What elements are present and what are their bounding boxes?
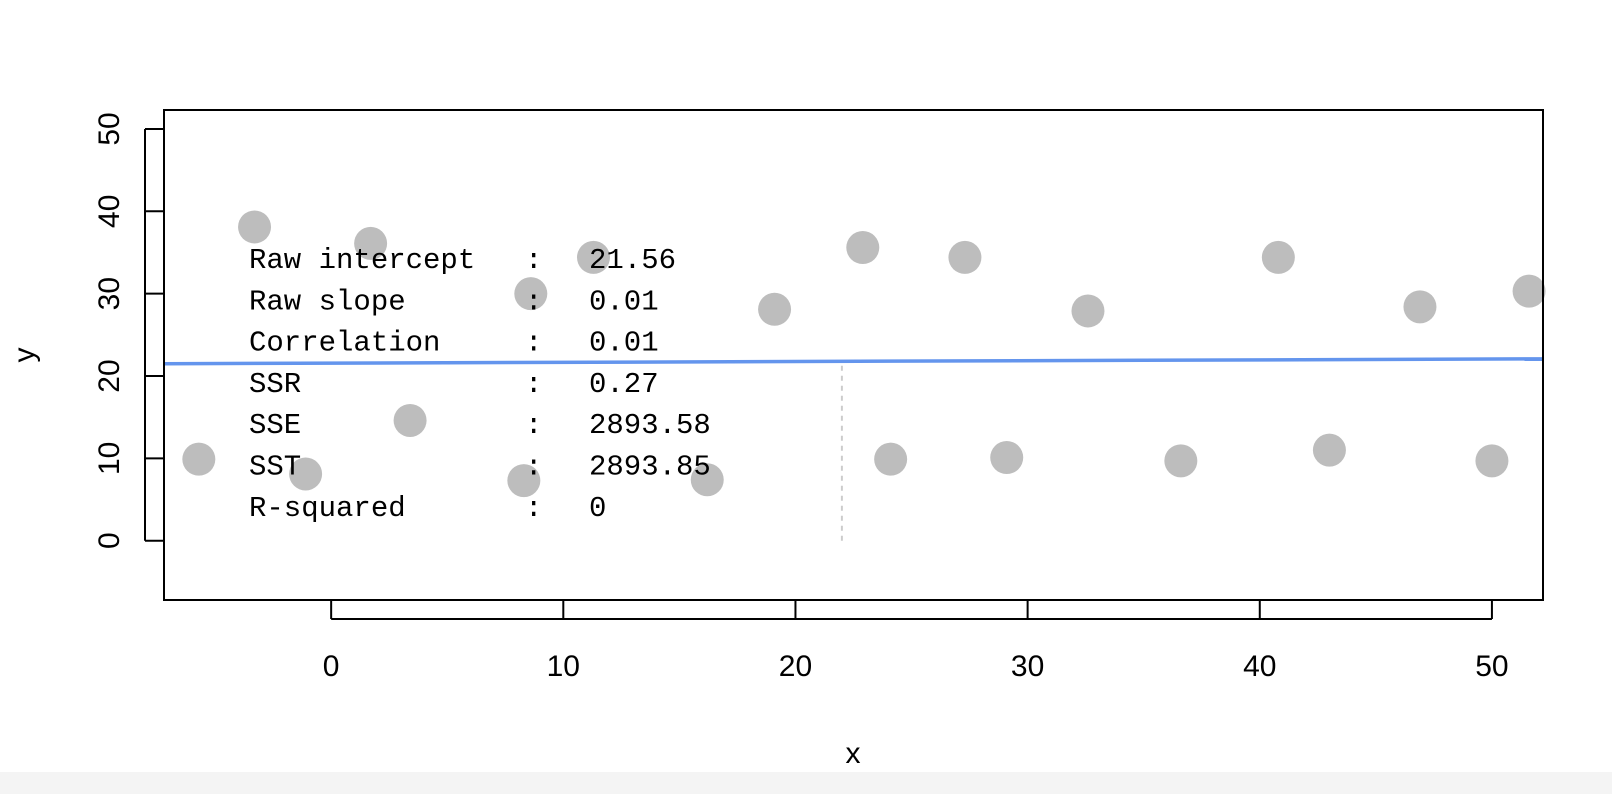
stat-label: R-squared [249,492,406,525]
stat-separator: : [525,409,542,442]
stat-value: 0.01 [589,285,659,318]
stat-label: Correlation [249,327,440,360]
plot-frame [163,109,1544,601]
x-axis: 0 10 20 30 40 50 [323,600,1509,683]
data-point [1475,444,1509,478]
data-point [1164,444,1198,478]
data-point [1261,240,1295,274]
data-point [758,292,792,326]
window-bottom-strip [0,772,1612,794]
stat-separator: : [525,327,542,360]
data-point [507,464,541,498]
y-tick-label: 0 [93,532,126,549]
data-point [948,240,982,274]
data-point [1512,274,1546,308]
data-point [1312,433,1346,467]
data-point [990,441,1024,475]
stat-label: Raw slope [249,285,406,318]
stat-label: SSE [249,409,301,442]
stat-value: 0.01 [589,327,659,360]
stat-value: 0 [589,492,606,525]
x-tick-label: 30 [1011,650,1044,683]
stat-label: SSR [249,368,301,401]
data-points [182,210,1546,498]
y-tick-label: 30 [93,277,126,310]
y-axis-title: y [8,348,41,363]
data-point [1071,294,1105,328]
stat-label: Raw intercept [249,244,475,277]
y-tick-label: 50 [93,112,126,145]
x-tick-label: 50 [1475,650,1508,683]
stat-separator: : [525,368,542,401]
x-tick-label: 10 [547,650,580,683]
y-tick-label: 10 [93,442,126,475]
data-point [289,457,323,491]
stat-label: SST [249,451,301,484]
data-point [846,231,880,265]
data-point [238,210,272,244]
stat-value: 2893.85 [589,451,711,484]
y-axis: 0 10 20 30 40 50 [93,112,164,549]
data-point [393,403,427,437]
stat-separator: : [525,244,542,277]
y-tick-label: 20 [93,359,126,392]
data-point [874,442,908,476]
x-axis-title: x [846,737,861,770]
stat-separator: : [525,285,542,318]
stats-annotation: Raw intercept: 21.56 Raw slope: 0.01 Correla… [249,244,711,525]
data-point [514,277,548,311]
stat-value: 21.56 [589,244,676,277]
stat-value: 2893.58 [589,409,711,442]
stat-separator: : [525,451,542,484]
data-point [182,442,216,476]
data-point [354,226,388,260]
data-point [576,240,610,274]
data-point [690,463,724,497]
x-tick-label: 20 [779,650,812,683]
stat-separator: : [525,492,542,525]
y-tick-label: 40 [93,195,126,228]
x-tick-label: 40 [1243,650,1276,683]
x-tick-label: 0 [323,650,340,683]
stat-value: 0.27 [589,368,659,401]
data-point [1403,290,1437,324]
regression-line [163,357,1544,366]
